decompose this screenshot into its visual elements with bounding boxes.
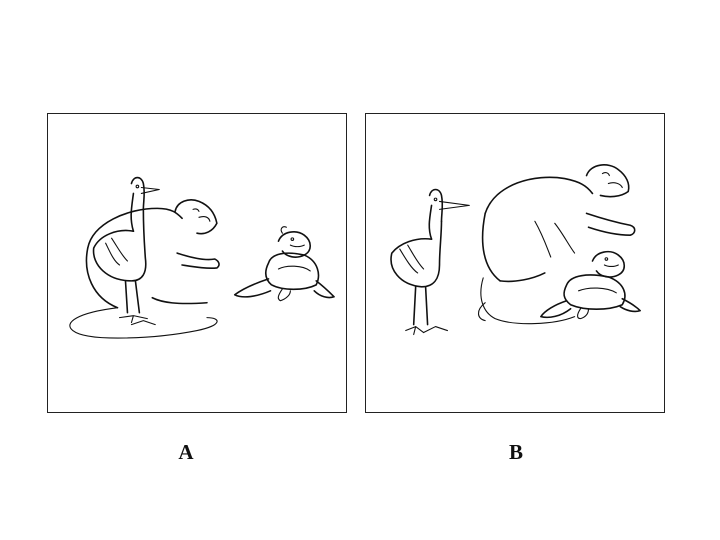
panel-b-scene <box>390 164 641 336</box>
stork-icon <box>390 188 470 336</box>
panel-a-scene <box>69 176 335 339</box>
panel-b-label: B <box>508 440 523 464</box>
panel-a <box>47 113 347 413</box>
panel-a-label: A <box>178 440 194 464</box>
monkey-icon <box>69 199 220 339</box>
turtle-icon <box>233 226 335 302</box>
panel-b <box>365 113 665 413</box>
turtle-icon <box>540 250 641 320</box>
monkey-icon <box>477 164 636 325</box>
stork-icon <box>92 176 160 326</box>
